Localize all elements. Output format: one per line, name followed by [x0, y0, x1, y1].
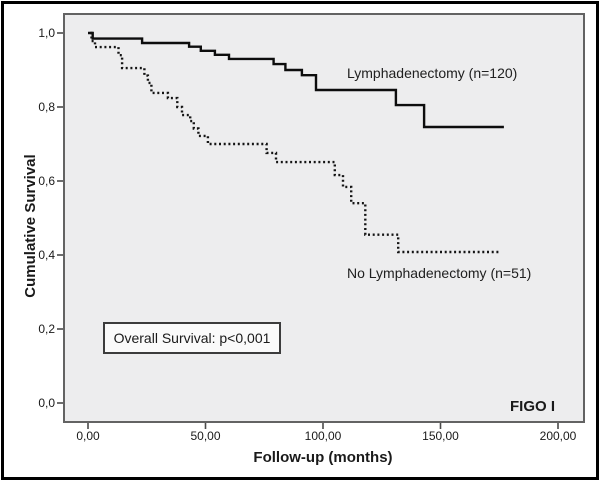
x-tick-label: 150,00	[422, 429, 459, 443]
x-tick-label: 0,00	[76, 429, 100, 443]
y-tick-label: 0,0	[38, 396, 55, 410]
x-axis-title: Follow-up (months)	[253, 449, 393, 466]
y-tick-label: 0,6	[38, 174, 55, 188]
p-value-text: Overall Survival: p<0,001	[113, 330, 271, 346]
x-tick-label: 200,00	[539, 429, 577, 443]
y-tick-label: 0,4	[38, 248, 55, 262]
y-tick-label: 0,2	[38, 322, 55, 336]
x-tick-label: 100,00	[304, 429, 342, 443]
figo-stage-label: FIGO I	[510, 398, 555, 415]
y-tick-label: 0,8	[38, 100, 55, 114]
p-value-annotation-box: Overall Survival: p<0,001	[103, 322, 281, 354]
y-tick-label: 1,0	[38, 26, 55, 40]
x-tick-label: 50,00	[190, 429, 221, 443]
y-axis-title: Cumulative Survival	[22, 154, 39, 298]
lymphadenectomy-label: Lymphadenectomy (n=120)	[347, 65, 518, 81]
no-lymphadenectomy-label: No Lymphadenectomy (n=51)	[347, 265, 532, 281]
